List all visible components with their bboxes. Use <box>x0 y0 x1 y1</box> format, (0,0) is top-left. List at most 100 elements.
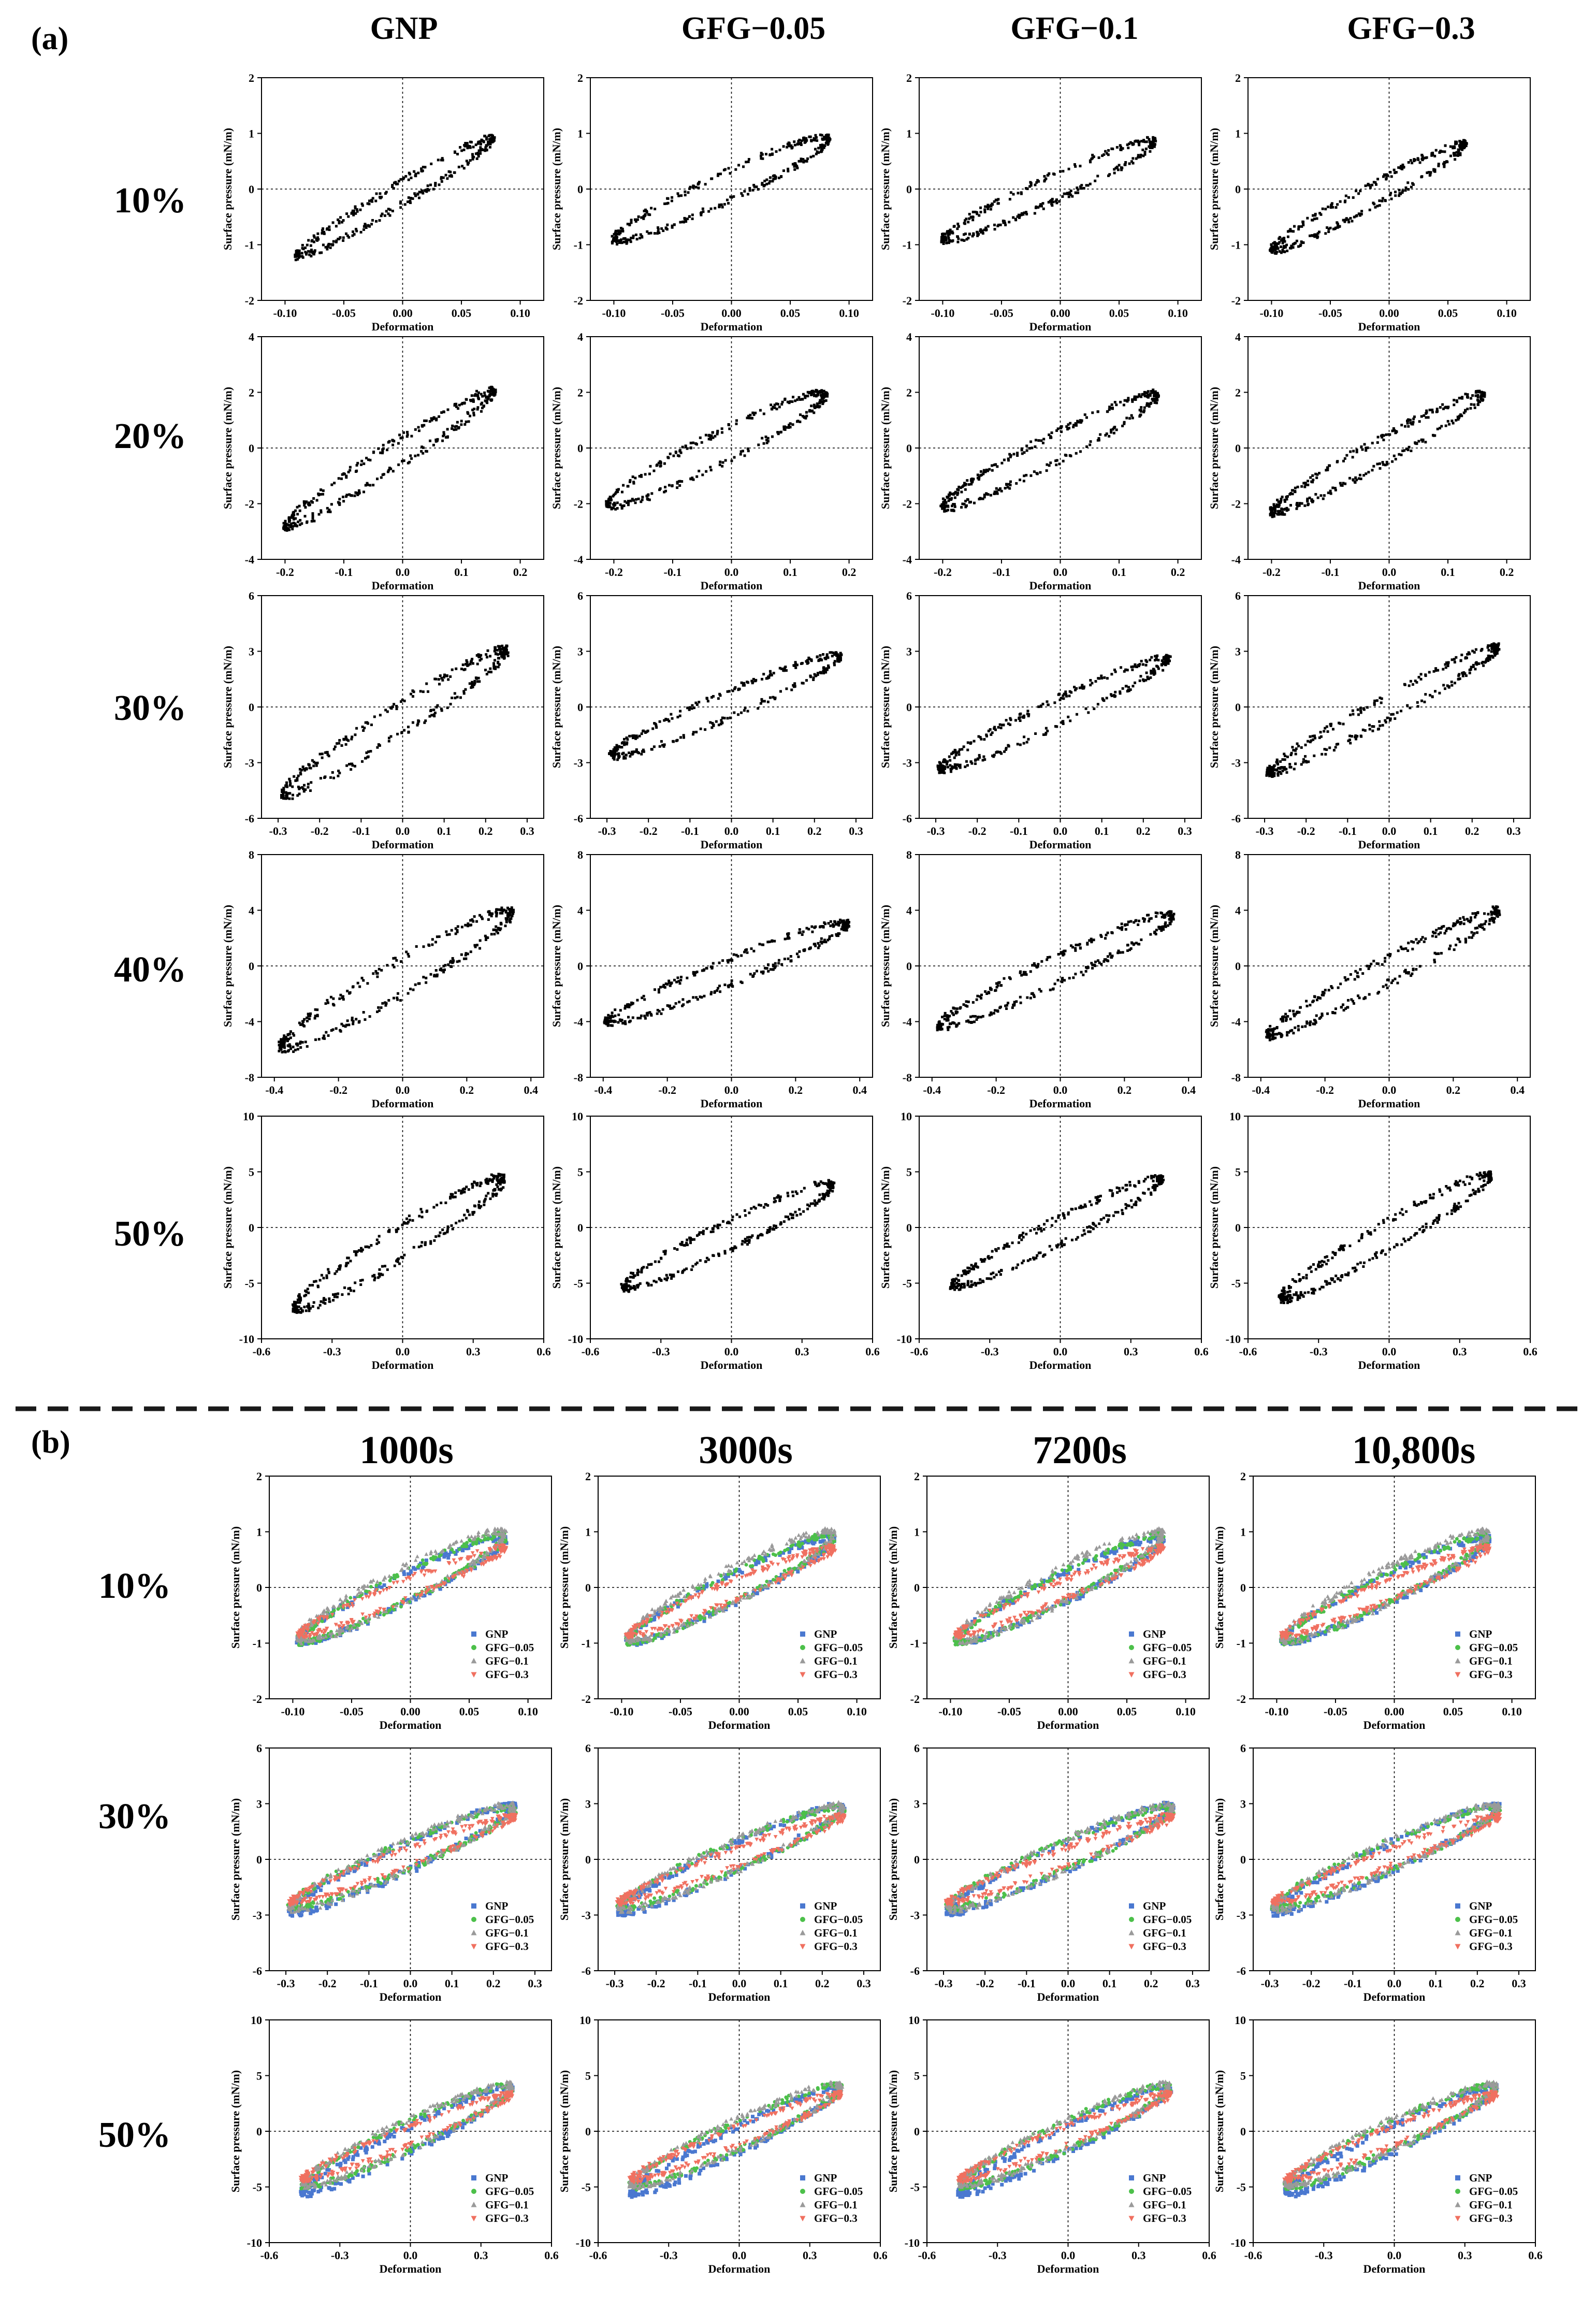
data-point <box>710 696 714 699</box>
x-tick-label: 0.10 <box>510 307 530 320</box>
data-point <box>1457 674 1460 677</box>
data-point <box>333 482 336 485</box>
data-point <box>689 441 692 444</box>
data-point <box>353 764 356 768</box>
data-point <box>1144 659 1148 662</box>
x-tick-label: 0.2 <box>1465 825 1479 837</box>
data-point <box>1046 729 1049 732</box>
data-point <box>773 406 776 409</box>
data-point <box>1025 444 1028 447</box>
data-point <box>1349 216 1352 220</box>
data-point <box>428 420 431 423</box>
data-point <box>942 240 946 243</box>
data-point <box>466 142 469 145</box>
data-point <box>446 408 449 411</box>
data-point <box>1156 393 1159 396</box>
data-point <box>443 433 446 436</box>
data-point <box>824 141 828 145</box>
data-point <box>484 146 487 149</box>
data-point <box>458 403 461 407</box>
data-point <box>1477 400 1480 403</box>
x-axis-label: Deformation <box>1358 838 1420 851</box>
data-point <box>802 158 805 161</box>
data-point <box>622 240 626 243</box>
data-point <box>942 503 945 506</box>
data-point <box>338 997 341 1000</box>
data-point <box>1157 395 1160 398</box>
data-point <box>612 755 615 758</box>
data-point <box>1270 247 1273 250</box>
data-point <box>969 742 972 745</box>
y-tick-label: -3 <box>574 757 583 770</box>
data-point <box>1306 216 1309 220</box>
data-point <box>959 766 962 769</box>
data-point <box>1014 719 1018 722</box>
data-point <box>710 177 713 180</box>
data-point <box>319 777 322 780</box>
data-point <box>440 411 443 414</box>
data-point <box>736 955 739 958</box>
data-point <box>485 673 488 676</box>
x-tick-label: -0.4 <box>265 1084 283 1096</box>
data-point <box>355 464 358 467</box>
data-point <box>791 400 794 403</box>
data-point <box>658 488 661 492</box>
data-point <box>301 247 304 250</box>
subplot-a-0-1: -0.10 -0.05 0.00 0.05 0.10-2-1012Deformation… <box>550 71 873 333</box>
data-point <box>364 484 367 487</box>
data-point <box>1353 481 1356 484</box>
data-point <box>1371 183 1374 186</box>
y-tick-label: -6 <box>1231 812 1241 825</box>
data-point <box>1042 438 1046 441</box>
data-point <box>1067 423 1070 426</box>
data-point <box>1139 155 1142 158</box>
data-point <box>434 182 437 185</box>
data-point <box>1325 725 1328 728</box>
data-point <box>1381 724 1384 727</box>
data-point <box>456 421 459 424</box>
data-point <box>1290 489 1294 492</box>
data-point <box>1280 511 1283 514</box>
data-point <box>985 733 988 736</box>
data-point <box>292 1045 295 1048</box>
data-point <box>671 484 674 487</box>
data-point <box>1280 766 1283 769</box>
data-point <box>296 250 299 253</box>
data-point <box>1420 157 1424 161</box>
data-point <box>1409 706 1412 710</box>
data-point <box>326 507 329 510</box>
data-point <box>304 501 307 504</box>
data-point <box>1312 214 1315 217</box>
data-point <box>1137 154 1140 157</box>
data-point <box>679 451 683 454</box>
data-point <box>399 200 402 203</box>
data-point <box>308 501 311 504</box>
data-point <box>706 700 709 703</box>
data-point <box>1293 768 1296 771</box>
data-point <box>435 418 438 422</box>
data-point <box>1401 190 1404 193</box>
data-point <box>1080 184 1083 187</box>
data-point <box>967 237 970 240</box>
data-point <box>1380 701 1383 704</box>
data-point <box>289 1036 292 1039</box>
data-point <box>994 728 997 731</box>
data-point <box>800 139 803 142</box>
data-point <box>780 403 784 406</box>
data-point <box>341 495 344 498</box>
data-point <box>676 481 679 484</box>
data-point <box>1461 140 1464 143</box>
data-point <box>827 664 830 667</box>
data-point <box>823 144 826 147</box>
data-point <box>322 489 325 492</box>
data-point <box>1153 391 1156 394</box>
data-point <box>691 476 694 480</box>
data-point <box>1360 735 1363 738</box>
data-point <box>747 414 750 417</box>
data-point <box>1012 193 1015 196</box>
data-point <box>345 738 349 741</box>
data-point <box>279 1045 282 1048</box>
data-point <box>1007 457 1010 460</box>
y-tick-label: 0 <box>1235 183 1241 196</box>
data-point <box>1270 251 1273 254</box>
